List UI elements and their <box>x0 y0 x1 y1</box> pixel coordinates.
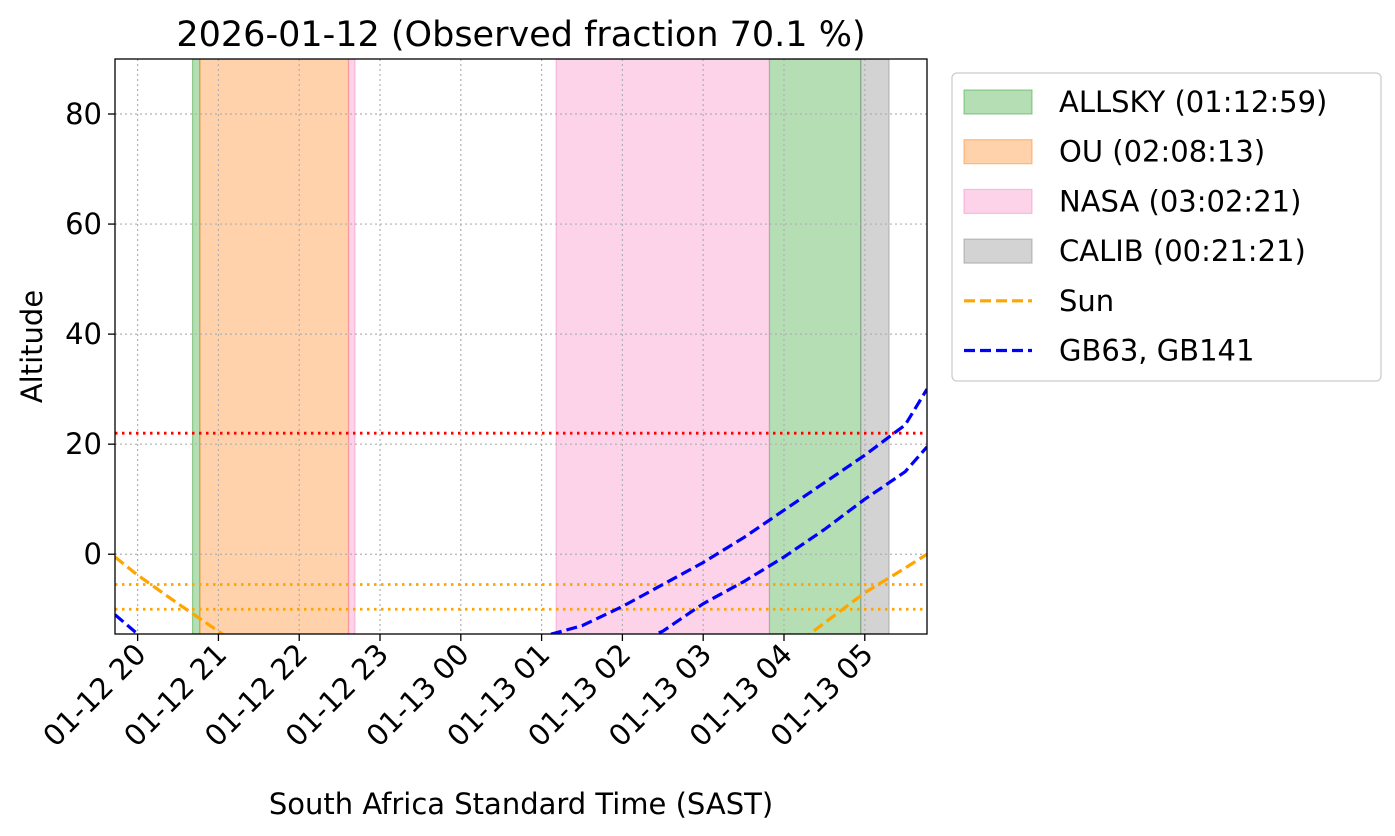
legend-swatch <box>963 89 1033 115</box>
legend-label: ALLSKY (01:12:59) <box>1059 85 1327 119</box>
y-tick-label: 80 <box>65 97 102 131</box>
span-calib <box>860 59 890 634</box>
legend-box <box>951 72 1382 382</box>
y-tick-label: 40 <box>65 317 102 351</box>
legend-label: NASA (03:02:21) <box>1059 184 1301 218</box>
legend-swatch <box>963 139 1033 165</box>
span-nasa <box>555 59 771 634</box>
y-tick-label: 20 <box>65 427 102 461</box>
grid <box>115 59 927 634</box>
observation-spans <box>191 59 890 634</box>
legend-label: OU (02:08:13) <box>1059 135 1265 169</box>
span-allsky <box>768 59 862 634</box>
span-nasa <box>347 59 356 634</box>
legend: ALLSKY (01:12:59) OU (02:08:13) NASA (03:0… <box>951 72 1382 382</box>
legend-label: Sun <box>1059 284 1114 318</box>
legend-swatch <box>963 188 1033 214</box>
chart-title: 2026-01-12 (Observed fraction 70.1 %) <box>176 15 865 55</box>
plot-frame <box>114 58 928 635</box>
y-tick-label: 0 <box>84 537 102 571</box>
series-line <box>115 552 927 634</box>
legend-swatch <box>963 238 1033 264</box>
data-lines <box>115 388 927 634</box>
span-allsky <box>191 59 201 634</box>
y-tick-label: 60 <box>65 207 102 241</box>
legend-label: CALIB (00:21:21) <box>1059 234 1306 268</box>
x-axis-label: South Africa Standard Time (SAST) <box>269 787 773 821</box>
span-ou <box>199 59 350 634</box>
y-axis-label: Altitude <box>15 290 49 403</box>
series-line <box>545 388 927 634</box>
legend-label: GB63, GB141 <box>1059 334 1254 368</box>
